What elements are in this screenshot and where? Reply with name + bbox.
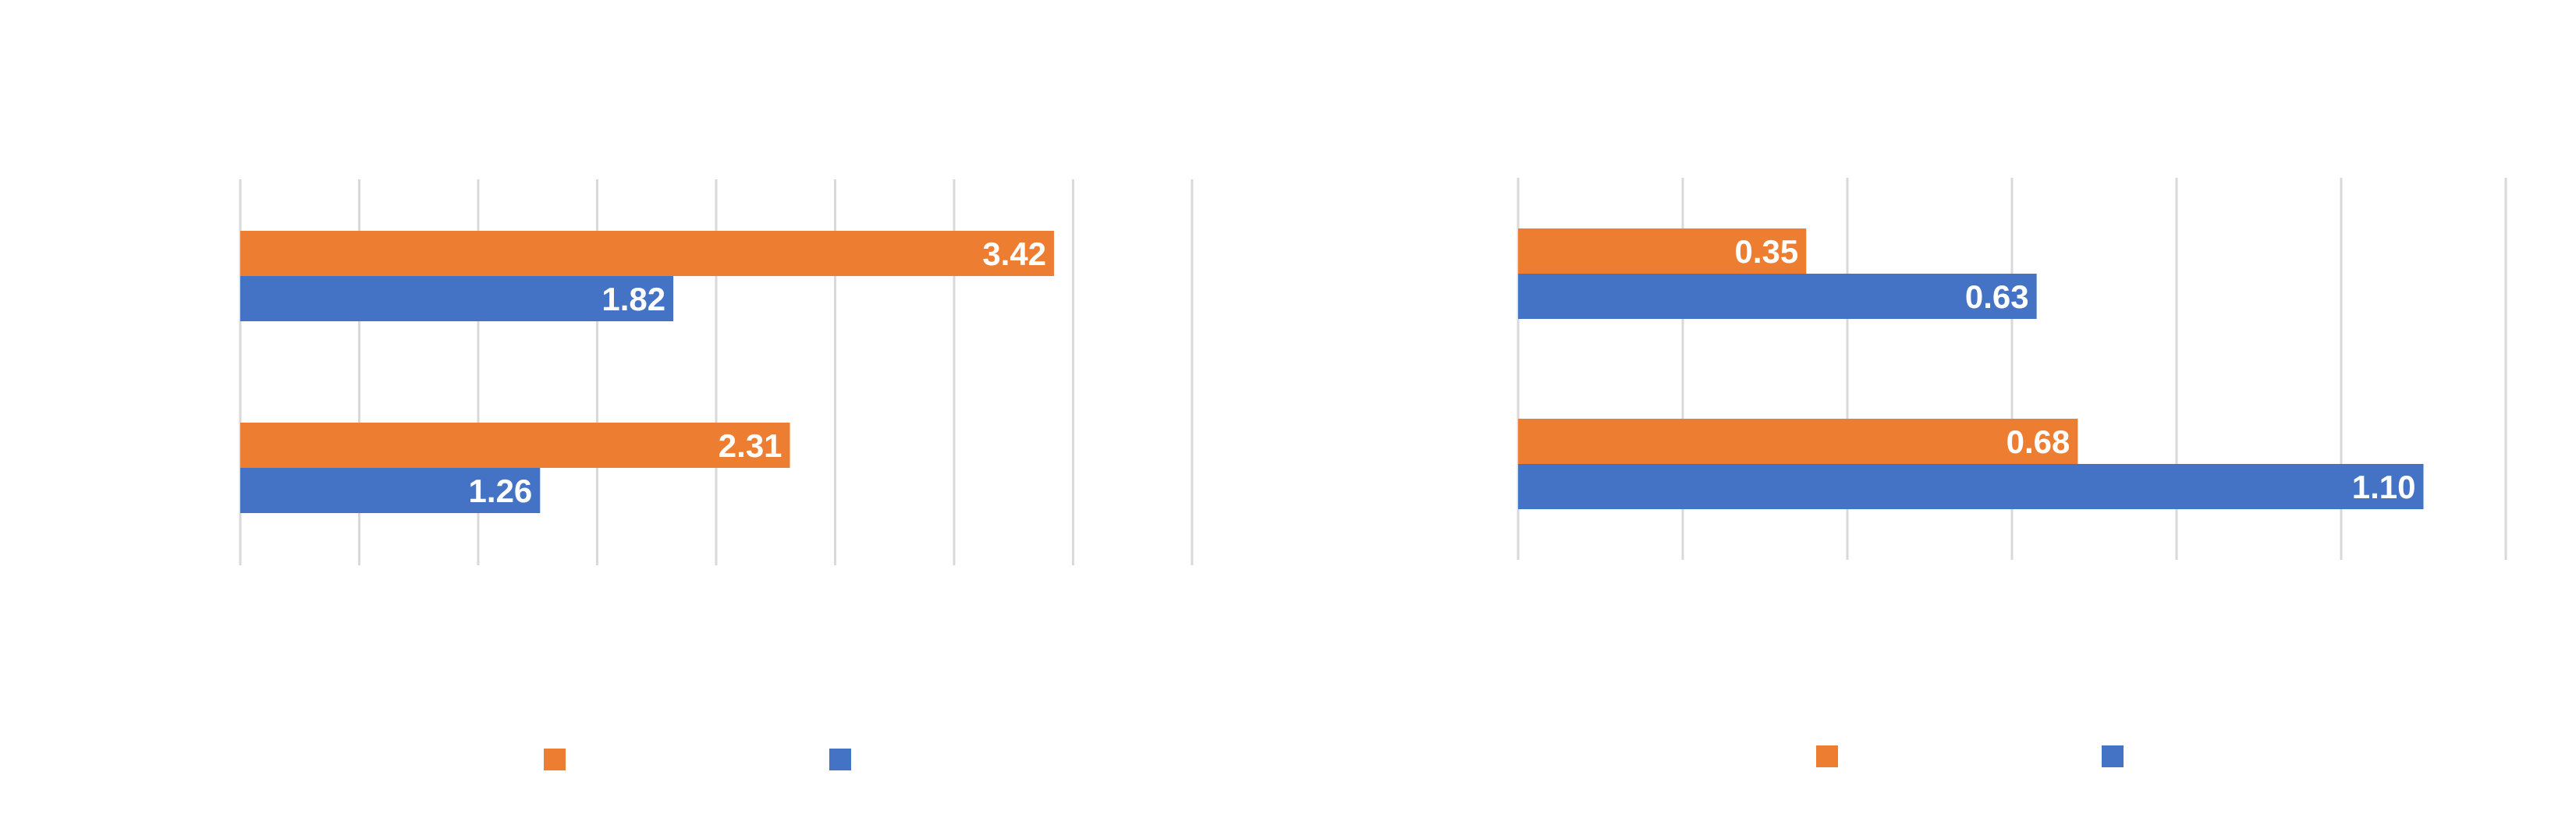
bar-series-2-category-2 xyxy=(240,468,541,513)
bar-series-1-category-2 xyxy=(240,423,790,468)
data-label: 1.10 xyxy=(2352,469,2416,505)
data-label: 1.26 xyxy=(469,473,533,509)
data-label: 0.35 xyxy=(1735,233,1799,270)
data-label: 2.31 xyxy=(719,427,782,464)
legend-swatch-series-1 xyxy=(1816,745,1838,767)
bar-series-1-category-2 xyxy=(1518,419,2078,464)
data-label: 1.82 xyxy=(601,281,665,317)
bar-series-1-category-1 xyxy=(240,231,1055,276)
data-label: 0.68 xyxy=(2007,423,2070,460)
bar-series-2-category-1 xyxy=(240,276,674,321)
legend-swatch-series-2 xyxy=(829,749,851,770)
chart-1: 3.42 1.82 2.31 1.26 xyxy=(239,179,1194,770)
chart-2: 0.35 0.63 0.68 1.10 xyxy=(1517,178,2507,767)
data-label: 0.63 xyxy=(1965,278,2029,315)
bar-series-2-category-2 xyxy=(1518,464,2424,509)
legend-swatch-series-1 xyxy=(544,749,566,770)
data-label: 3.42 xyxy=(982,235,1046,272)
legend-swatch-series-2 xyxy=(2102,745,2124,767)
bar-series-2-category-1 xyxy=(1518,274,2037,319)
bar-series-1-category-1 xyxy=(1518,228,1807,274)
